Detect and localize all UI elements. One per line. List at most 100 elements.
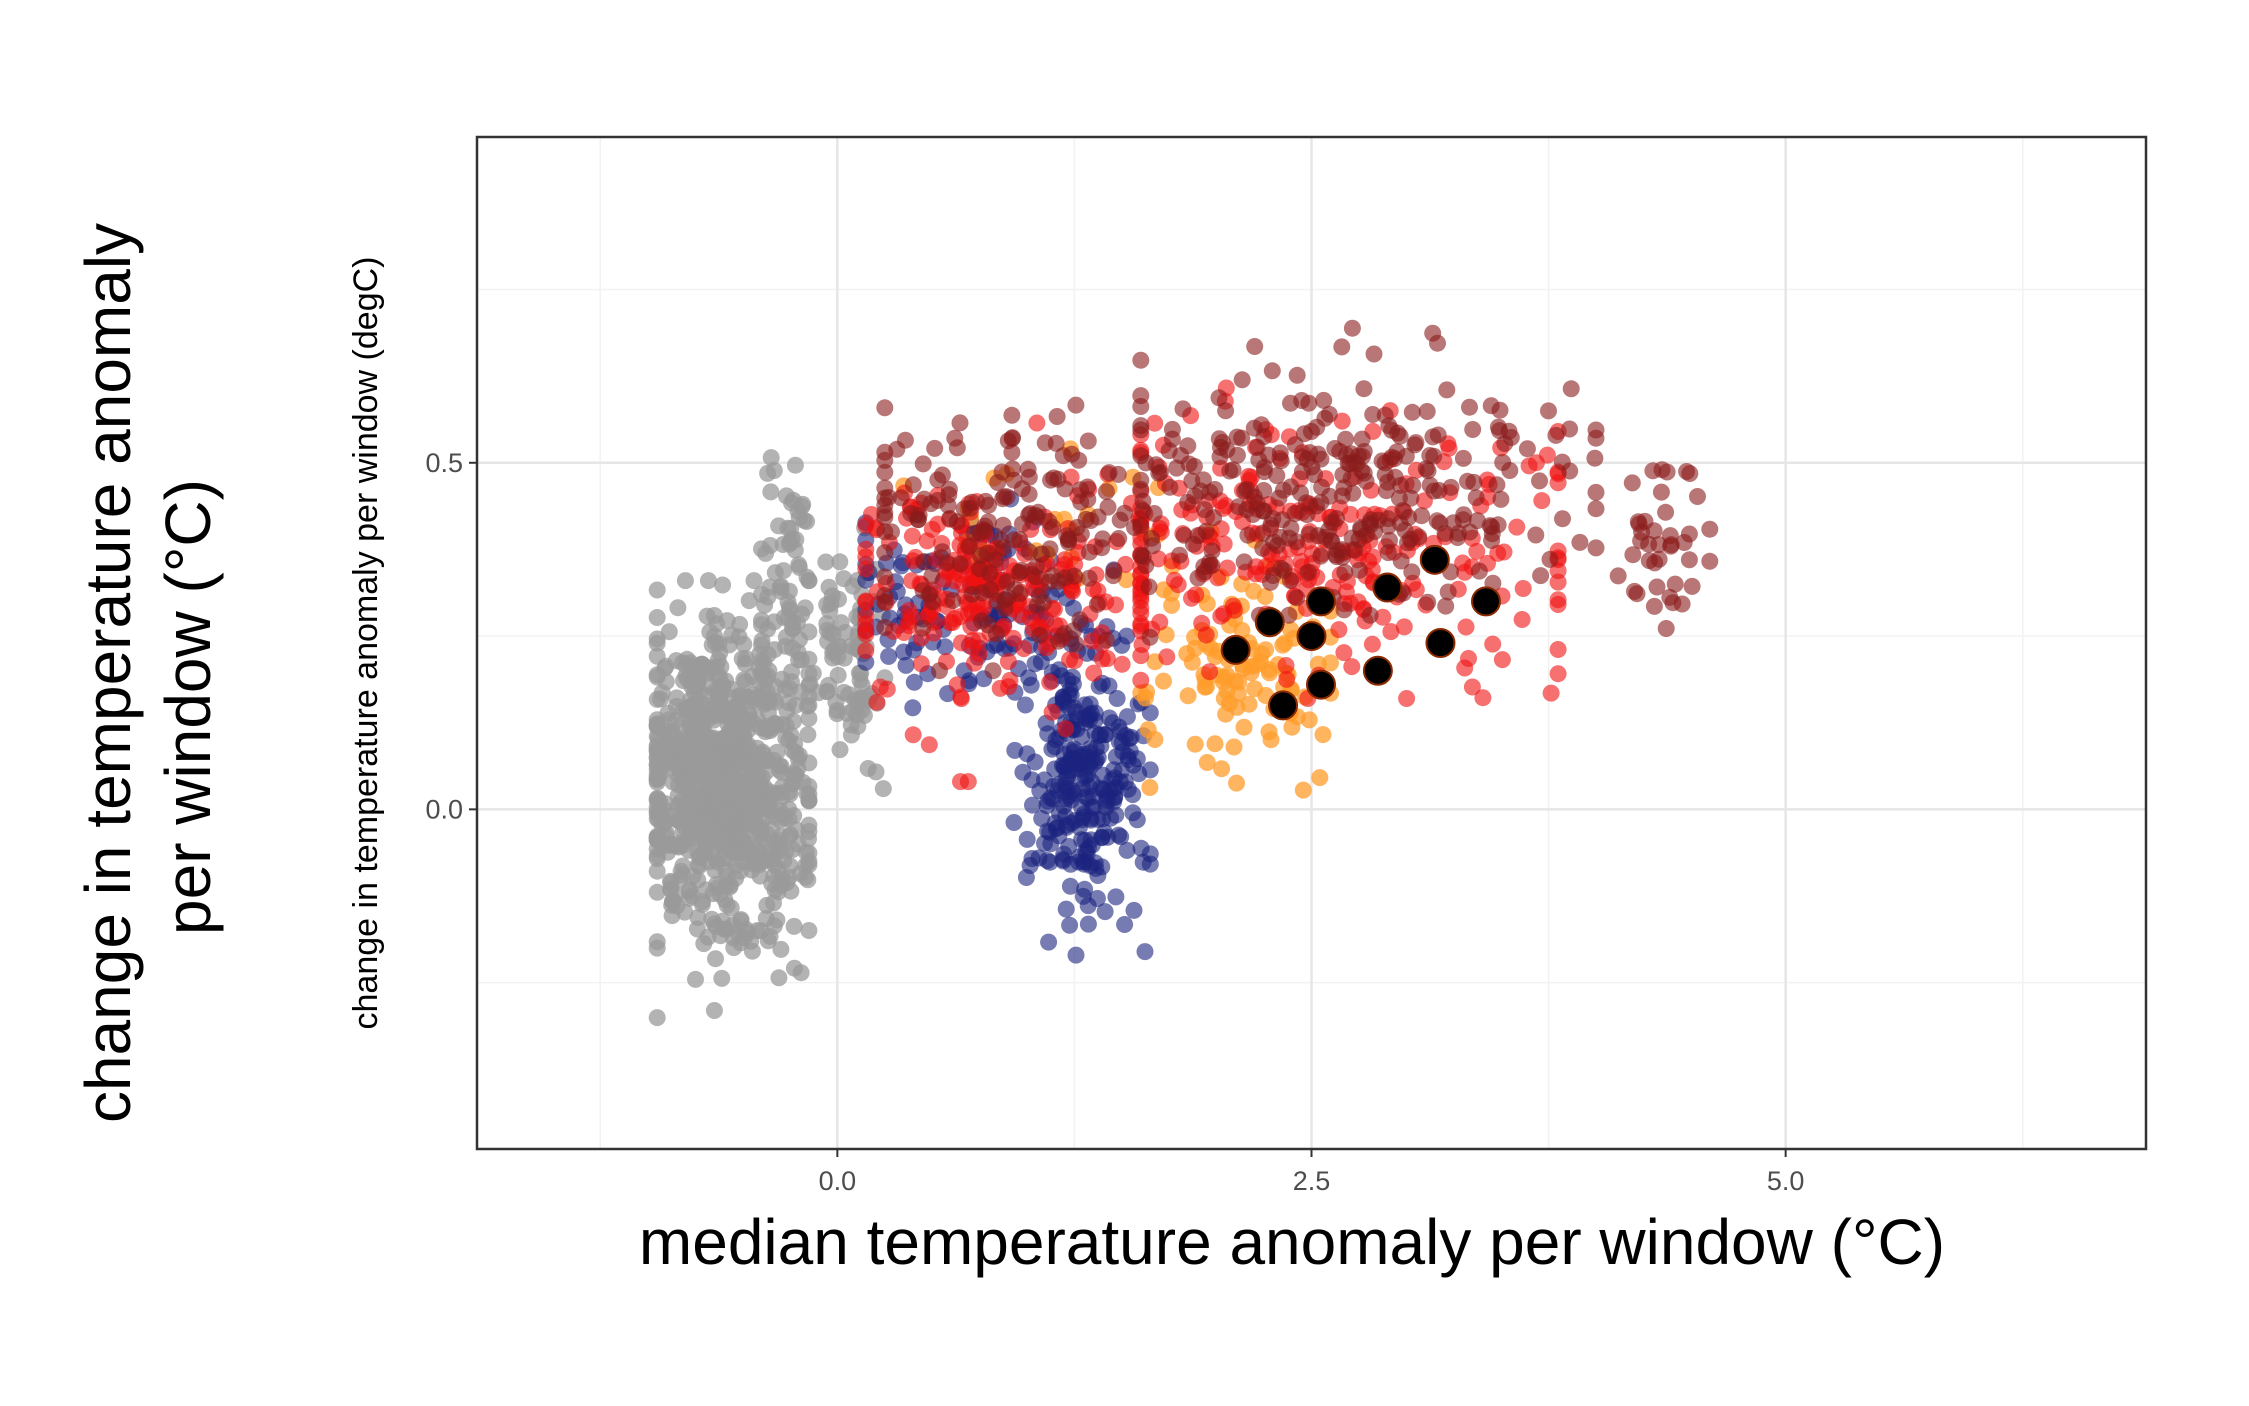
data-point [829,666,847,684]
data-point [936,638,954,656]
data-point [792,964,810,982]
data-point [1300,525,1318,543]
data-point [1492,490,1510,508]
data-point [876,463,894,481]
data-point [1080,569,1098,587]
data-point [786,456,804,474]
data-point [1282,394,1299,412]
data-point [1061,651,1079,669]
data-point [1424,428,1442,446]
data-point [1379,510,1397,528]
data-point [798,785,816,803]
data-point [1272,559,1290,577]
data-point [1090,677,1108,695]
data-point [1088,595,1106,613]
data-point [784,491,802,509]
data-point [1011,585,1029,603]
data-point [1376,454,1394,472]
data-point [1302,423,1320,440]
data-point [924,593,942,611]
data-point [1011,606,1029,624]
data-point [920,736,938,754]
data-point [1399,534,1416,552]
data-point [1140,578,1158,596]
data-point [1120,730,1138,748]
data-point [1533,492,1551,510]
data-point [980,496,997,514]
data-point [753,540,770,558]
data-point [1255,502,1273,520]
data-point [780,694,798,712]
data-point [1315,391,1333,409]
data-point [1015,640,1033,658]
data-point [687,735,705,753]
data-point [831,553,849,571]
data-point [789,643,807,661]
data-point [821,624,839,642]
data-point [1343,658,1361,676]
data-point [1018,745,1036,763]
data-point [1027,568,1045,586]
data-point [1540,402,1557,420]
data-point [676,903,694,921]
data-point [1461,398,1478,416]
data-point [912,655,930,673]
data-point [1092,737,1110,755]
data-point [1013,561,1030,579]
data-point [874,780,892,798]
data-point [1210,389,1228,407]
data-point [1630,515,1648,533]
data-point [767,693,785,711]
axis-ticks: 0.0 2.5 5.0 0.0 0.5 [425,448,1804,1196]
data-point [1004,629,1022,647]
data-points [648,319,1719,1027]
data-point [659,704,677,722]
data-point [931,662,948,680]
data-point [1116,504,1134,522]
data-point [736,673,754,691]
data-point [1645,597,1663,615]
data-point [733,742,751,759]
data-point [1093,828,1111,846]
data-point [1179,687,1197,705]
data-point [1587,539,1605,557]
data-point [760,662,778,680]
data-point [1214,433,1231,451]
data-point [1645,522,1663,540]
data-point [753,616,770,634]
highlight-point [1296,621,1327,652]
y-axis-inner-label: change in temperature anomaly per window… [347,257,385,1030]
data-point [1402,489,1420,507]
data-point [1136,689,1154,707]
data-point [1363,561,1381,579]
data-point [844,577,862,595]
highlight-point [1470,586,1501,617]
data-point [713,730,731,748]
data-point [721,791,739,808]
data-point [1117,571,1135,589]
data-point [664,893,681,911]
data-point [721,878,739,896]
data-point [1134,853,1152,871]
data-point [712,927,730,945]
data-point [1075,805,1093,823]
data-point [1298,506,1316,524]
data-point [1056,551,1074,569]
data-point [1163,596,1181,614]
data-point [648,766,666,784]
data-point [669,599,687,617]
data-point [1299,563,1317,581]
data-point [1110,826,1128,844]
data-point [1333,412,1351,430]
data-point [1113,655,1131,673]
data-point [1201,663,1219,681]
y-axis-outer-label-line1: change in temperature anomaly [72,223,144,1123]
data-point [759,717,777,735]
data-point [1097,631,1115,649]
data-point [1139,721,1157,739]
data-point [1005,814,1023,831]
x-tick-label: 2.5 [1293,1166,1331,1196]
data-point [966,654,983,672]
data-point [785,917,803,935]
data-point [1196,501,1214,519]
